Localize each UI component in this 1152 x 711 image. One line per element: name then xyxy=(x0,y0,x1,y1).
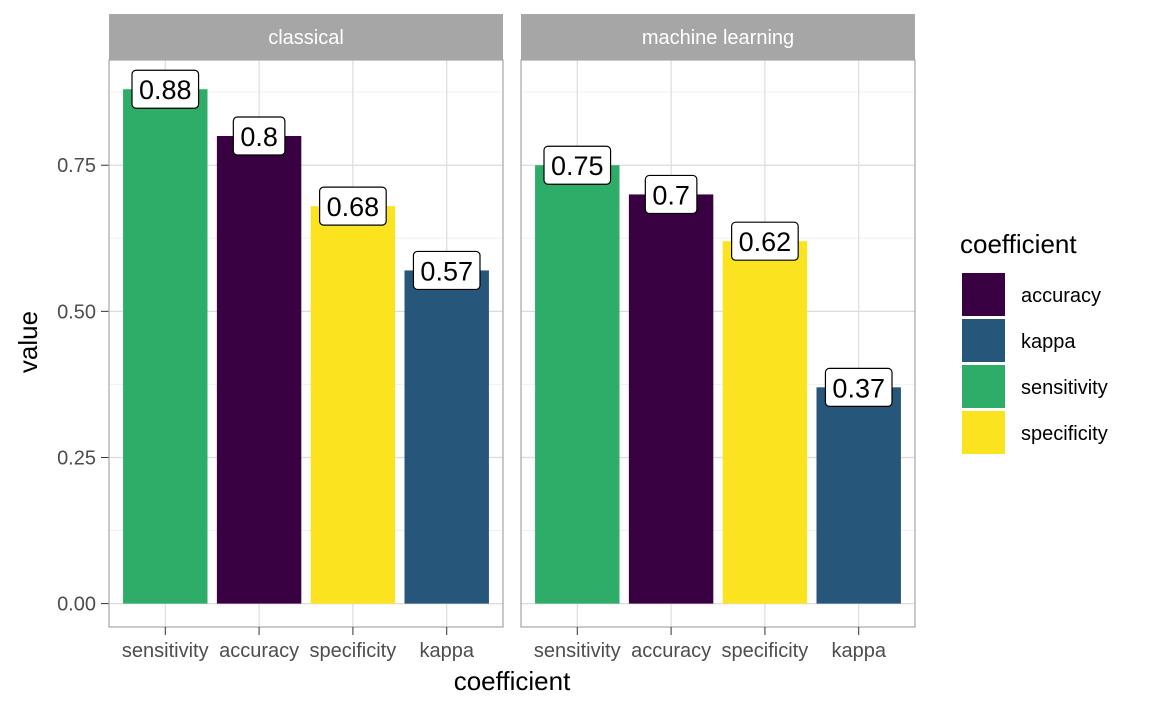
facet-strip-label: classical xyxy=(268,27,344,49)
data-label: 0.88 xyxy=(139,75,192,105)
bar-kappa xyxy=(404,270,489,604)
y-tick-label: 0.50 xyxy=(57,301,96,323)
data-label-box xyxy=(543,145,612,185)
legend-label: accuracy xyxy=(1021,285,1101,307)
x-tick-label: specificity xyxy=(722,640,809,662)
legend-label: specificity xyxy=(1021,423,1108,445)
data-label: 0.57 xyxy=(420,256,473,286)
x-tick-label: sensitivity xyxy=(122,640,209,662)
bar-sensitivity xyxy=(123,89,208,604)
facet-strip-label: machine learning xyxy=(642,27,794,49)
y-tick-label: 0.75 xyxy=(57,155,96,177)
data-label: 0.37 xyxy=(832,373,885,403)
data-label-box xyxy=(319,186,387,226)
x-tick-label: accuracy xyxy=(219,640,299,662)
legend-title: coefficient xyxy=(960,229,1077,259)
legend-label: sensitivity xyxy=(1021,377,1108,399)
data-label-box xyxy=(232,116,286,156)
x-tick-label: accuracy xyxy=(631,640,711,662)
plot-area: 0.00 0.25 0.50 0.75 0.88 0.8 0.68 0.57 classical… xyxy=(57,14,916,662)
data-label-box xyxy=(412,250,481,291)
legend-key-specificity xyxy=(962,411,1005,454)
x-tick-label: sensitivity xyxy=(534,640,621,662)
data-label: 0.8 xyxy=(240,122,278,152)
legend-key-accuracy xyxy=(962,273,1005,316)
bar-specificity xyxy=(310,206,396,604)
x-tick-label: kappa xyxy=(831,640,886,662)
y-tick-label: 0.25 xyxy=(57,447,96,469)
legend-key-kappa xyxy=(962,319,1005,362)
y-axis-title: value xyxy=(13,311,43,373)
bar-kappa xyxy=(816,387,901,604)
facet-strip xyxy=(521,14,915,60)
data-label: 0.7 xyxy=(652,180,690,210)
data-label: 0.75 xyxy=(551,151,604,181)
bar-specificity xyxy=(722,241,808,604)
legend-label: kappa xyxy=(1021,331,1076,353)
data-label-box xyxy=(644,174,698,215)
bar-accuracy xyxy=(628,194,714,604)
data-label-box xyxy=(131,69,200,109)
data-label-box xyxy=(824,367,893,407)
data-label: 0.62 xyxy=(739,227,792,257)
legend-key-sensitivity xyxy=(962,365,1005,408)
bar-accuracy xyxy=(216,135,302,604)
facet-strip xyxy=(109,14,503,60)
x-axis-title: coefficient xyxy=(454,666,571,696)
legend: accuracy kappa sensitivity specificity xyxy=(962,273,1108,454)
x-tick-label: kappa xyxy=(419,640,474,662)
x-tick-label: specificity xyxy=(310,640,397,662)
bar-sensitivity xyxy=(535,165,620,604)
data-label-box xyxy=(731,221,799,261)
y-tick-label: 0.00 xyxy=(57,594,96,616)
data-label: 0.68 xyxy=(327,192,380,222)
